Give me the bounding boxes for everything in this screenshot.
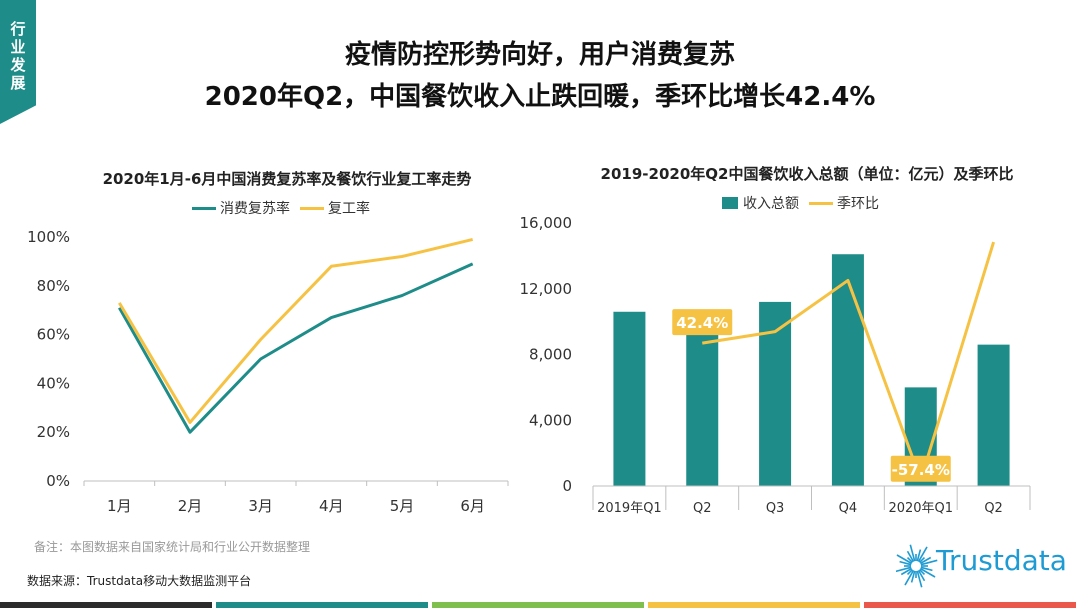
section-tag-text: 行业发展 xyxy=(10,20,26,92)
right-chart-legend: 收入总额 季环比 xyxy=(722,193,889,213)
page-title: 疫情防控形势向好，用户消费复苏 xyxy=(344,40,735,70)
logo-ray xyxy=(917,546,928,563)
left-chart-title: 2020年1月-6月中国消费复苏率及餐饮行业复工率走势 xyxy=(102,170,472,188)
logo-ray xyxy=(918,556,926,564)
logo-ray xyxy=(909,544,916,562)
page-subtitle: 2020年Q2，中国餐饮收入止跌回暖，季环比增长42.4% xyxy=(204,82,876,112)
bar-segment-teal xyxy=(216,602,428,608)
left-chart-legend: 消费复苏率 复工率 xyxy=(192,198,380,218)
bottom-color-bar xyxy=(0,602,1080,608)
legend-item-resumption: 复工率 xyxy=(300,198,370,218)
x-tick-label: 1月 xyxy=(107,497,132,515)
logo-ray xyxy=(906,556,914,564)
bar-segment-green xyxy=(432,602,644,608)
legend-label-recovery: 消费复苏率 xyxy=(220,201,290,217)
legend-label-revenue: 收入总额 xyxy=(743,196,799,212)
logo-ray xyxy=(920,559,938,566)
logo-burst-icon xyxy=(896,544,938,588)
logo-ray xyxy=(906,568,914,576)
y-tick-label: 60% xyxy=(37,326,70,344)
x-tick-label: 3月 xyxy=(248,497,273,515)
logo-ray xyxy=(917,569,926,582)
y-tick-label: 0% xyxy=(46,472,70,490)
logo-ray xyxy=(918,568,926,576)
y-tick-label: 100% xyxy=(27,228,70,246)
series-line-0 xyxy=(118,262,474,434)
legend-item-qoq: 季环比 xyxy=(809,193,879,213)
logo-ray xyxy=(899,560,912,566)
logo-ray xyxy=(916,570,923,588)
legend-swatch-recovery xyxy=(192,206,216,210)
y-tick-label: 20% xyxy=(37,423,70,441)
x-tick-label: 4月 xyxy=(319,497,344,515)
legend-label-qoq: 季环比 xyxy=(837,196,879,212)
logo-ray xyxy=(916,549,922,562)
logo-text: Trustdata xyxy=(936,544,1067,577)
logo-ray xyxy=(919,556,932,565)
section-tag xyxy=(0,0,36,124)
logo-ray xyxy=(910,570,916,583)
x-tick-label: 2月 xyxy=(178,497,203,515)
right-chart-title: 2019-2020年Q2中国餐饮收入总额（单位：亿元）及季环比 xyxy=(600,165,1014,183)
legend-item-recovery: 消费复苏率 xyxy=(192,198,290,218)
logo-ray xyxy=(919,567,936,578)
legend-swatch-resumption xyxy=(300,206,324,210)
logo-ray xyxy=(906,550,915,563)
footnote: 备注：本图数据来自国家统计局和行业公开数据整理 xyxy=(34,540,311,554)
logo-ray xyxy=(900,567,913,576)
y-tick-label: 40% xyxy=(37,374,70,392)
y-tick-label: 80% xyxy=(37,277,70,295)
bar-segment-yellow xyxy=(648,602,860,608)
legend-swatch-qoq xyxy=(809,201,833,205)
bar-segment-dark xyxy=(0,602,212,608)
legend-label-resumption: 复工率 xyxy=(328,201,370,217)
legend-swatch-revenue xyxy=(722,197,738,209)
logo-ray xyxy=(896,554,913,565)
series-line-1 xyxy=(118,237,474,424)
logo-ray xyxy=(896,566,912,573)
logo-ray xyxy=(920,566,933,572)
data-source: 数据来源：Trustdata移动大数据监测平台 xyxy=(27,574,252,588)
x-tick-label: 5月 xyxy=(390,497,415,515)
legend-item-revenue: 收入总额 xyxy=(722,193,799,213)
bar-segment-red xyxy=(864,602,1076,608)
x-tick-label: 6月 xyxy=(460,497,485,515)
trustdata-logo: Trustdata xyxy=(896,540,1067,590)
logo-ray xyxy=(904,569,915,586)
